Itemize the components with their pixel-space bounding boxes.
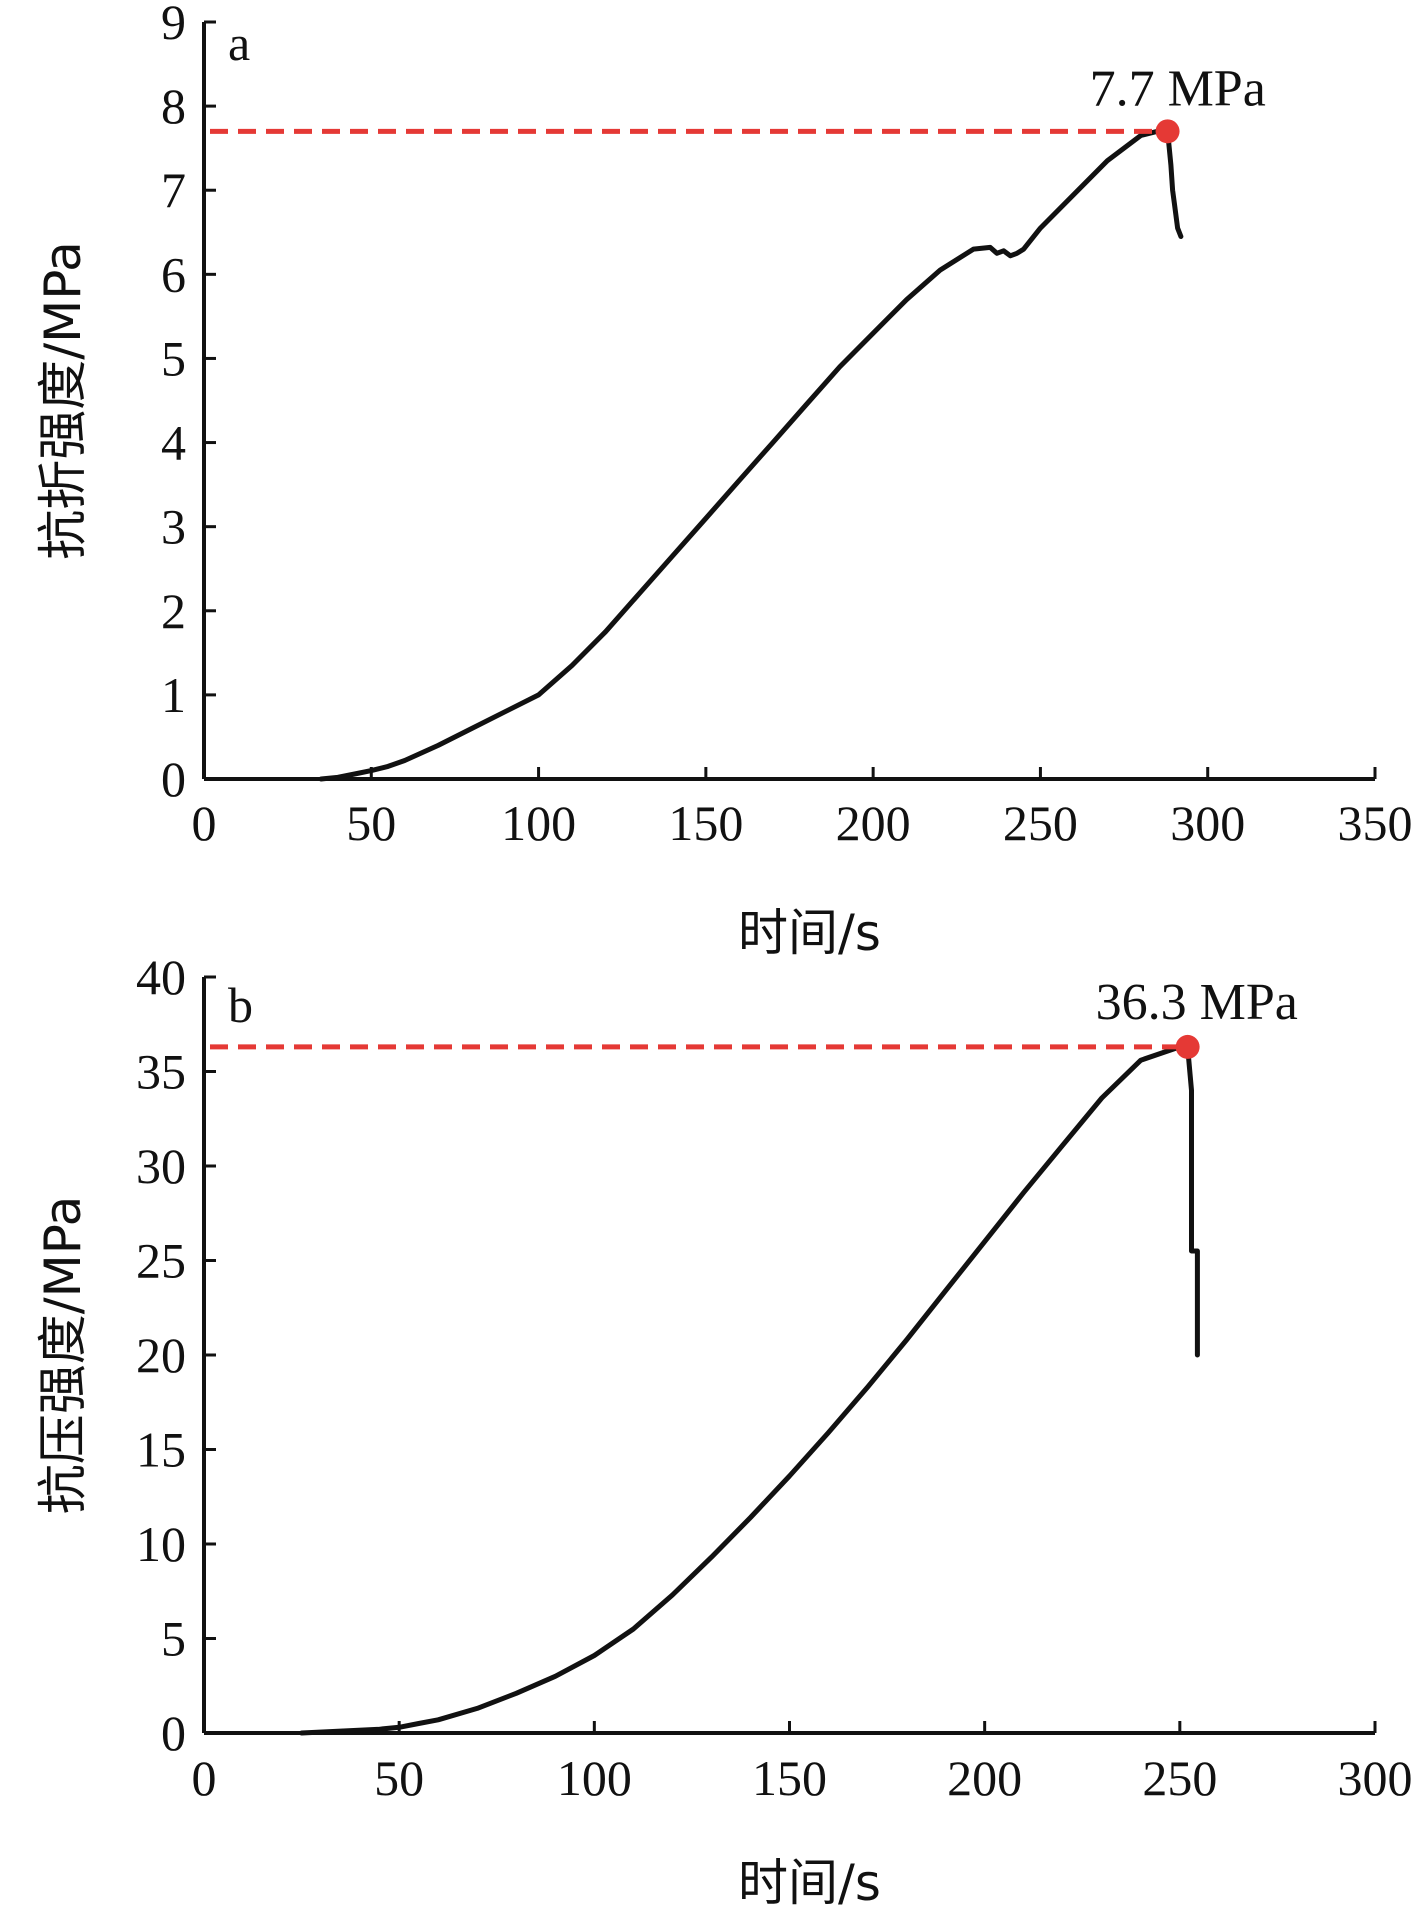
y-tick-label: 40 xyxy=(136,949,186,1005)
panel-label: b xyxy=(228,977,253,1033)
peak-label: 7.7 MPa xyxy=(1090,60,1266,117)
x-tick-label: 200 xyxy=(836,795,911,851)
x-tick-label: 350 xyxy=(1338,795,1413,851)
y-tick-label: 8 xyxy=(161,78,186,134)
x-tick-label: 100 xyxy=(501,795,576,851)
x-tick-label: 50 xyxy=(374,1750,424,1806)
y-tick-label: 4 xyxy=(161,415,186,471)
x-axis-title: 时间/s xyxy=(738,904,881,962)
y-tick-label: 30 xyxy=(136,1138,186,1194)
peak-point xyxy=(1175,1034,1200,1059)
x-tick-label: 100 xyxy=(557,1750,632,1806)
y-tick-label: 10 xyxy=(136,1516,186,1572)
y-tick-label: 0 xyxy=(161,751,186,807)
x-tick-label: 0 xyxy=(192,795,217,851)
y-tick-label: 7 xyxy=(161,162,186,218)
x-tick-label: 250 xyxy=(1003,795,1078,851)
y-tick-label: 1 xyxy=(161,667,186,723)
y-tick-label: 2 xyxy=(161,583,186,639)
y-tick-label: 5 xyxy=(161,1611,186,1667)
y-axis-title: 抗折强度/MPa xyxy=(34,241,92,560)
y-tick-label: 15 xyxy=(136,1422,186,1478)
x-tick-label: 250 xyxy=(1142,1750,1217,1806)
y-tick-label: 5 xyxy=(161,330,186,386)
y-tick-label: 25 xyxy=(136,1233,186,1289)
x-tick-label: 150 xyxy=(752,1750,827,1806)
x-tick-label: 200 xyxy=(947,1750,1022,1806)
chart-panel-a: 0 1 2 3 4 5 6 7 8 9 0 50 100 150 200 250 300 350 时间/s 抗折强度/… xyxy=(34,0,1413,962)
data-series-line xyxy=(318,128,1184,782)
y-tick-label: 6 xyxy=(161,246,186,302)
y-tick-label: 0 xyxy=(161,1705,186,1761)
y-tick-label: 9 xyxy=(161,0,186,50)
x-axis-title: 时间/s xyxy=(738,1854,881,1912)
y-tick-label: 35 xyxy=(136,1044,186,1100)
x-tick-label: 50 xyxy=(346,795,396,851)
y-tick-label: 3 xyxy=(161,499,186,555)
y-tick-label: 20 xyxy=(136,1327,186,1383)
data-series-line xyxy=(299,1044,1200,1736)
x-tick-label: 0 xyxy=(192,1750,217,1806)
panel-label: a xyxy=(228,15,250,71)
x-tick-label: 150 xyxy=(668,795,743,851)
peak-label: 36.3 MPa xyxy=(1096,974,1298,1031)
x-tick-label: 300 xyxy=(1338,1750,1413,1806)
y-axis-title: 抗压强度/MPa xyxy=(34,1196,92,1515)
x-tick-label: 300 xyxy=(1170,795,1245,851)
chart-panel-b: 0 5 10 15 20 25 30 35 40 0 50 100 150 200 250 300 时间/s 抗压… xyxy=(34,949,1413,1912)
peak-point xyxy=(1155,119,1180,144)
